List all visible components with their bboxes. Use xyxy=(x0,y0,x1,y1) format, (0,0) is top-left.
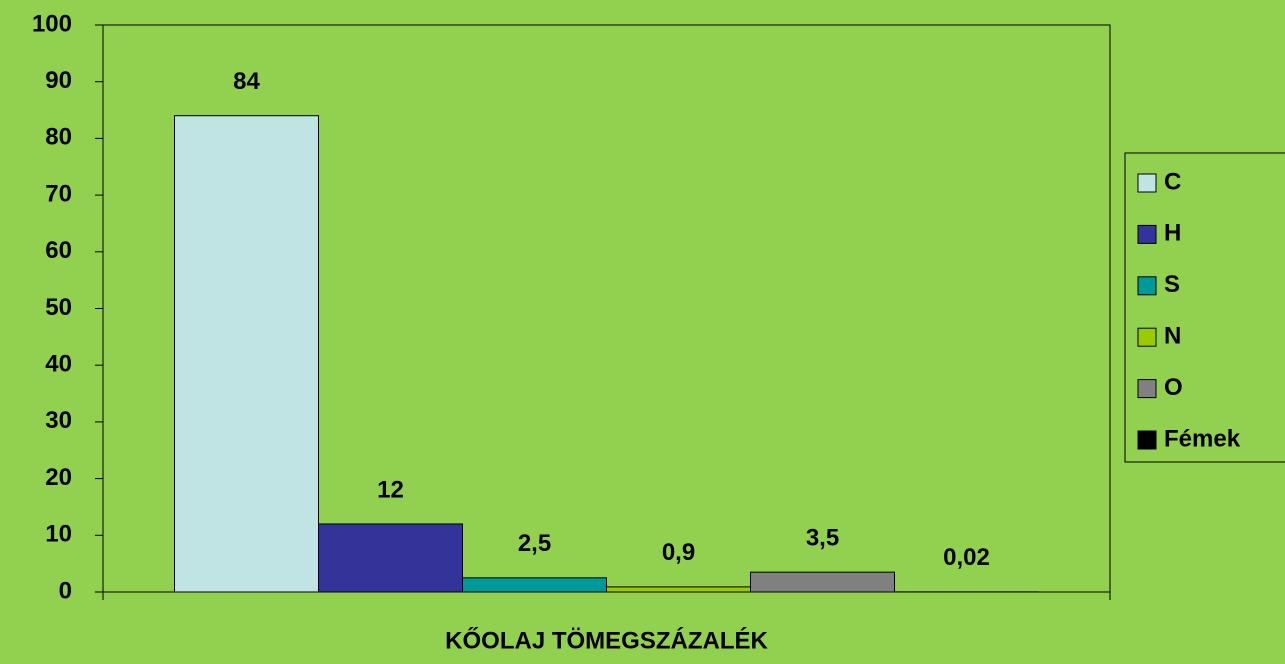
y-tick-label: 80 xyxy=(45,124,72,151)
y-tick-label: 60 xyxy=(45,237,72,264)
data-label: 84 xyxy=(233,68,260,95)
data-label: 2,5 xyxy=(518,530,551,557)
legend xyxy=(1124,152,1285,463)
bar xyxy=(750,571,895,593)
y-tick-label: 100 xyxy=(32,10,72,37)
bar xyxy=(174,115,319,593)
legend-swatch xyxy=(1137,276,1157,296)
legend-swatch xyxy=(1137,430,1157,450)
legend-swatch xyxy=(1137,173,1157,193)
y-tick-label: 50 xyxy=(45,294,72,321)
bar xyxy=(606,586,751,593)
data-label: 3,5 xyxy=(806,524,839,551)
legend-label: C xyxy=(1164,168,1181,195)
bar xyxy=(462,577,607,593)
bar xyxy=(318,523,463,593)
legend-label: N xyxy=(1164,323,1181,350)
y-tick-label: 10 xyxy=(45,521,72,548)
legend-label: H xyxy=(1164,220,1181,247)
legend-swatch xyxy=(1137,379,1157,399)
legend-label: O xyxy=(1164,374,1183,401)
y-tick-label: 90 xyxy=(45,67,72,94)
legend-label: Fémek xyxy=(1164,425,1241,452)
legend-label: S xyxy=(1164,271,1180,298)
y-tick-label: 30 xyxy=(45,407,72,434)
data-label: 0,9 xyxy=(662,539,695,566)
data-label: 0,02 xyxy=(943,544,990,571)
legend-swatch xyxy=(1137,224,1157,244)
legend-swatch xyxy=(1137,327,1157,347)
y-tick-label: 70 xyxy=(45,180,72,207)
y-tick-label: 0 xyxy=(59,577,72,604)
x-tick-label: KŐOLAJ TÖMEGSZÁZALÉK xyxy=(445,626,768,654)
y-tick-label: 20 xyxy=(45,464,72,491)
y-tick-label: 40 xyxy=(45,351,72,378)
data-label: 12 xyxy=(377,476,404,503)
